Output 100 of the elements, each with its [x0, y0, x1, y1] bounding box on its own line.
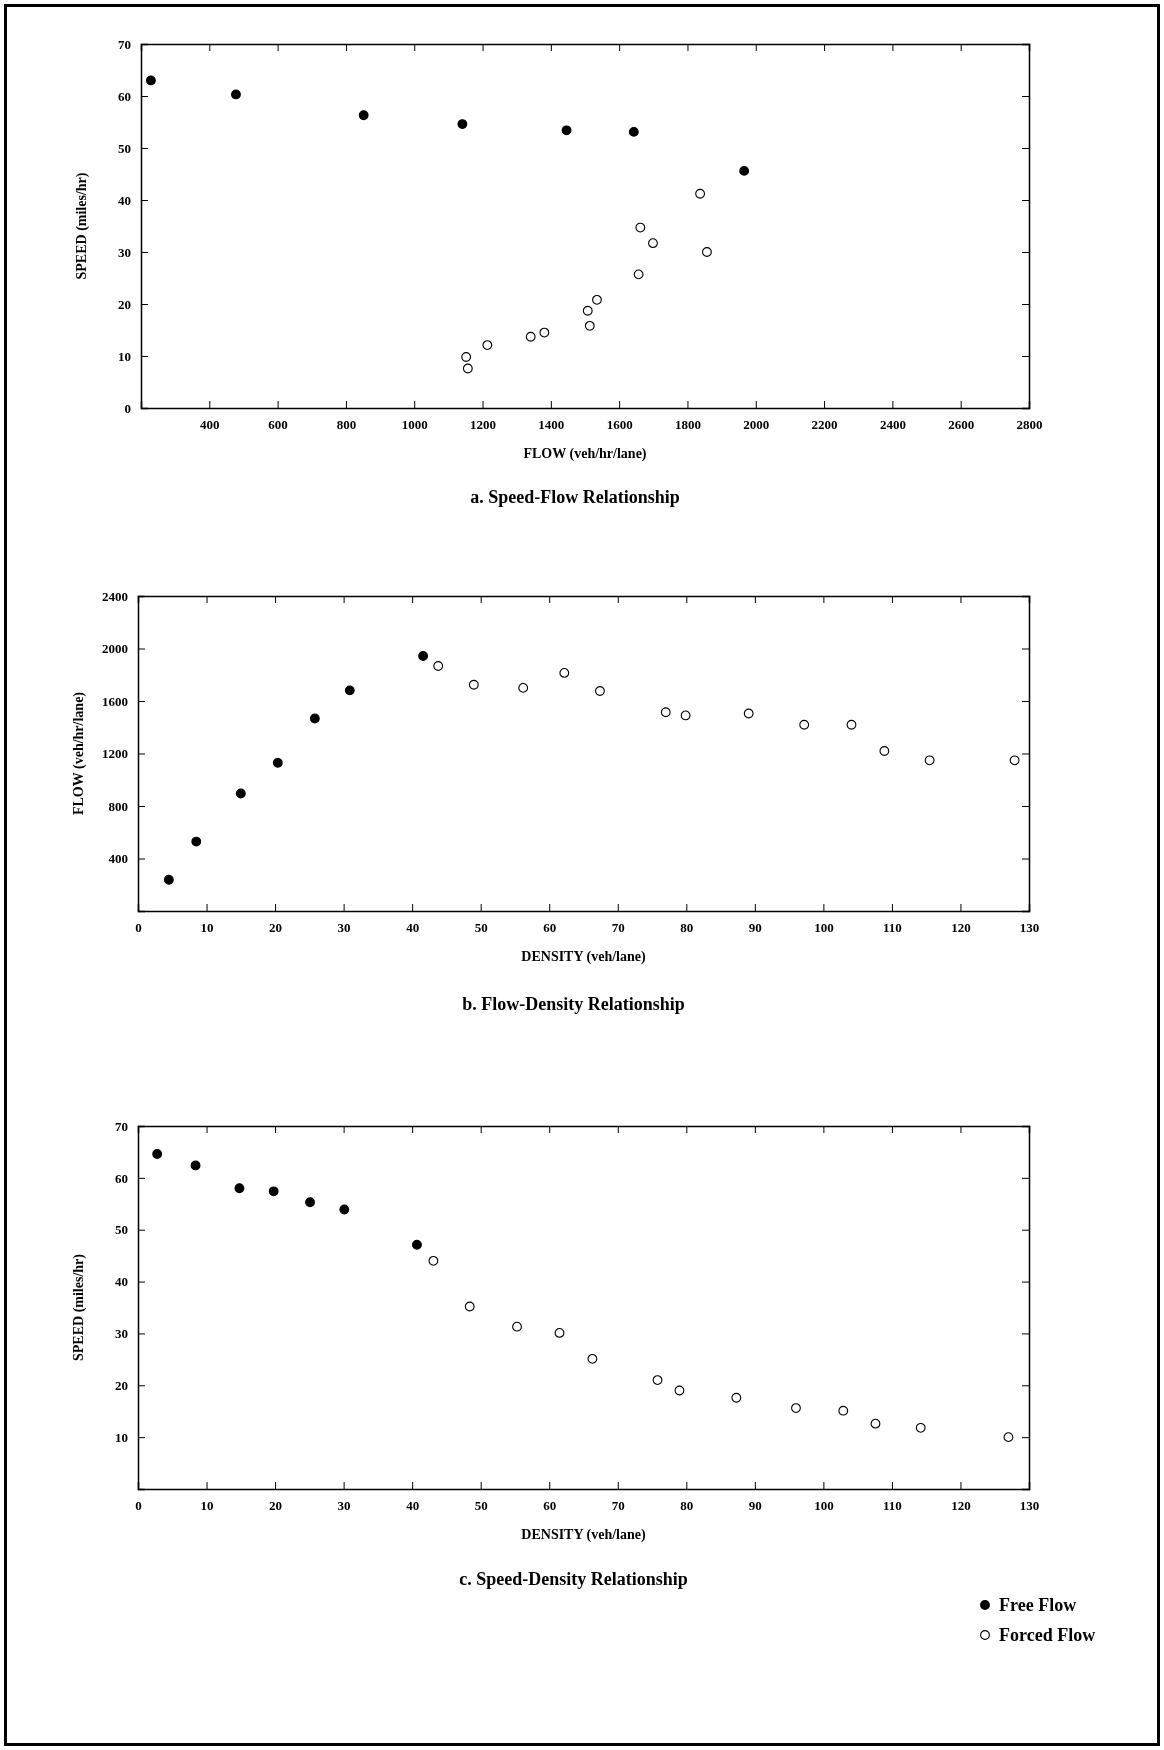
point	[231, 89, 241, 100]
point	[235, 788, 246, 799]
legend-label: Forced Flow	[999, 1625, 1096, 1645]
point	[433, 661, 444, 671]
y-axis-title: FLOW (veh/hr/lane)	[71, 691, 87, 816]
point	[584, 320, 595, 331]
text: b. Flow-Density Relationship	[462, 994, 685, 1014]
point	[648, 238, 658, 249]
x-tick-label: 110	[883, 1498, 902, 1514]
y-axis-title: SPEED (miles/hr)	[74, 172, 90, 280]
x-tick-label: 130	[1019, 1498, 1040, 1514]
x-tick-label: 2200	[811, 417, 838, 433]
x-tick-label: 1000	[401, 417, 428, 433]
x-axis-title: FLOW (veh/hr/lane)	[523, 446, 647, 462]
y-tick-label: 1200	[102, 746, 128, 762]
x-tick-label: 110	[883, 920, 902, 936]
point	[561, 125, 572, 136]
x-tick-label: 2400	[879, 417, 906, 433]
point	[635, 222, 646, 233]
y-tick-label: 2400	[102, 588, 128, 604]
point	[1009, 755, 1020, 766]
point	[418, 651, 429, 661]
y-tick-label: 400	[108, 851, 128, 867]
y-tick-label: 30	[115, 1326, 128, 1342]
point	[525, 331, 536, 342]
x-tick-label: 10	[200, 920, 214, 936]
point	[628, 126, 639, 137]
x-tick-label: 60	[543, 1498, 557, 1514]
point	[633, 269, 644, 280]
point	[309, 713, 320, 724]
y-tick-label: 20	[118, 296, 131, 312]
point	[1003, 1432, 1014, 1443]
point	[743, 708, 754, 719]
x-axis-title: DENSITY (veh/lane)	[521, 1527, 646, 1543]
point	[680, 710, 691, 721]
point	[512, 1321, 522, 1332]
x-tick-label: 80	[680, 1498, 694, 1514]
x-tick-label: 400	[200, 417, 220, 433]
point	[731, 1392, 742, 1403]
x-tick-label: 0	[135, 920, 142, 936]
y-tick-label: 50	[118, 140, 131, 156]
point	[468, 679, 479, 690]
point	[234, 1183, 245, 1194]
point	[870, 1418, 881, 1429]
y-tick-label: 10	[115, 1429, 128, 1445]
point	[791, 1403, 801, 1414]
y-tick-label: 10	[118, 348, 131, 364]
y-tick-label: 1600	[102, 693, 128, 709]
x-tick-label: 1200	[470, 417, 497, 433]
point	[344, 685, 355, 696]
point	[674, 1385, 685, 1396]
y-tick-label: 0	[124, 400, 131, 416]
x-tick-label: 70	[611, 1498, 625, 1514]
x-tick-label: 70	[611, 920, 625, 936]
point	[462, 363, 473, 374]
point	[305, 1197, 315, 1208]
point	[428, 1255, 439, 1266]
point	[924, 755, 935, 766]
point	[191, 836, 202, 847]
point	[554, 1328, 565, 1338]
point	[358, 110, 369, 121]
x-tick-label: 100	[814, 1498, 834, 1514]
point	[461, 352, 472, 362]
text: a. Speed-Flow Relationship	[470, 487, 680, 507]
y-tick-label: 30	[118, 244, 131, 260]
x-tick-label: 800	[336, 417, 357, 433]
y-tick-label: 40	[118, 192, 131, 208]
y-tick-label: 60	[118, 88, 131, 104]
x-tick-label: 50	[474, 1498, 488, 1514]
point	[838, 1405, 849, 1416]
y-tick-label: 60	[115, 1170, 128, 1186]
y-tick-label: 40	[115, 1274, 128, 1290]
x-tick-label: 40	[406, 1498, 420, 1514]
point	[799, 719, 810, 730]
point	[846, 719, 857, 730]
x-tick-label: 40	[406, 920, 420, 936]
x-tick-label: 1800	[674, 417, 701, 433]
x-axis-title: DENSITY (veh/lane)	[521, 949, 646, 965]
point	[268, 1186, 279, 1197]
x-tick-label: 600	[268, 417, 288, 433]
x-tick-label: 1400	[538, 417, 565, 433]
x-tick-label: 90	[748, 1498, 762, 1514]
point	[457, 119, 468, 129]
point	[190, 1160, 201, 1171]
x-tick-label: 120	[951, 920, 971, 936]
y-tick-label: 70	[118, 36, 131, 52]
point	[652, 1375, 663, 1386]
x-tick-label: 90	[748, 920, 762, 936]
x-tick-label: 30	[337, 920, 351, 936]
x-tick-label: 50	[474, 920, 488, 936]
text: c. Speed-Density Relationship	[459, 1569, 688, 1589]
legend-label: Free Flow	[999, 1595, 1077, 1615]
point	[595, 686, 605, 696]
x-tick-label: 60	[543, 920, 557, 936]
x-tick-label: 80	[680, 920, 694, 936]
y-tick-label: 20	[115, 1377, 128, 1393]
point	[695, 188, 706, 199]
x-tick-label: 0	[135, 1498, 142, 1514]
point	[272, 757, 283, 768]
point	[915, 1422, 926, 1433]
